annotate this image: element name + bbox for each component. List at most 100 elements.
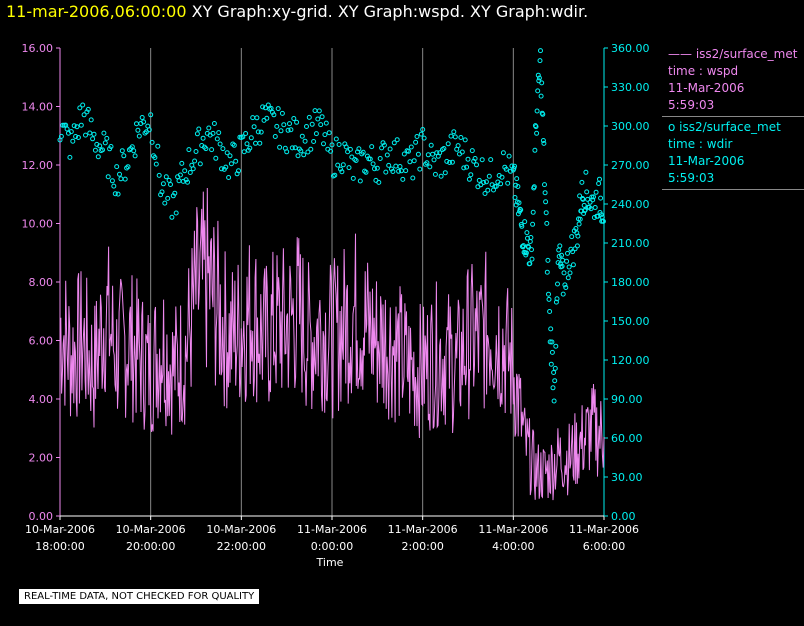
wdir-point: [294, 119, 300, 125]
legend-line: o iss2/surface_met: [668, 120, 781, 134]
x-tick-label-time-1: 20:00:00: [126, 540, 175, 553]
wdir-point: [580, 196, 586, 202]
wdir-point: [421, 135, 427, 141]
wdir-point: [135, 127, 141, 133]
wdir-point: [289, 145, 295, 151]
left-tick-label-4: 8.00: [29, 276, 54, 289]
wdir-point: [187, 170, 193, 175]
wdir-point: [265, 102, 271, 108]
wdir-point: [542, 182, 547, 188]
right-tick-label-1: 30.00: [611, 471, 643, 484]
wdir-point: [444, 158, 450, 164]
wdir-point: [136, 133, 142, 139]
wdir-point: [92, 147, 98, 153]
wdir-point: [102, 140, 108, 146]
wdir-point: [563, 285, 569, 290]
right-tick-label-5: 150.00: [611, 315, 650, 328]
wdir-point: [498, 181, 504, 187]
wdir-point: [83, 132, 88, 138]
wdir-point: [292, 145, 298, 151]
x-tick-label-date-5: 11-Mar-2006: [478, 523, 548, 536]
wdir-point: [400, 176, 406, 182]
wdir-point: [250, 115, 256, 121]
wdir-point: [540, 111, 546, 117]
wdir-point: [485, 187, 491, 193]
right-tick-label-7: 210.00: [611, 237, 650, 250]
wdir-point: [319, 114, 325, 120]
wdir-point: [387, 146, 393, 152]
wdir-point: [288, 127, 294, 133]
wdir-point: [152, 155, 158, 160]
wdir-point: [193, 149, 199, 154]
wdir-point: [217, 141, 223, 147]
wdir-point: [455, 143, 461, 149]
x-tick-label-date-0: 10-Mar-2006: [25, 523, 95, 536]
wdir-point: [499, 174, 505, 180]
wdir-point: [383, 169, 389, 175]
wdir-point: [403, 168, 409, 174]
legend-line: —— iss2/surface_met: [668, 47, 798, 61]
wdir-point: [543, 199, 549, 205]
legend-item-1: o iss2/surface_met time : wdir 11-Mar-2006…: [662, 117, 804, 190]
wdir-point: [541, 140, 547, 146]
wdir-point: [552, 365, 558, 371]
wdir-point: [528, 235, 534, 240]
wdir-point: [524, 230, 530, 236]
wdir-point: [95, 154, 101, 160]
wdir-point: [574, 243, 580, 249]
wdir-point: [427, 164, 433, 170]
wdir-point: [233, 158, 239, 164]
wdir-point: [508, 168, 513, 174]
wdir-point: [570, 249, 576, 255]
wdir-point: [600, 218, 606, 224]
wdir-point: [406, 148, 411, 154]
wdir-point: [418, 131, 424, 137]
wdir-point: [557, 243, 563, 249]
wdir-point: [302, 138, 308, 144]
wdir-point: [179, 160, 185, 166]
wdir-point: [428, 142, 434, 148]
wdir-point: [575, 233, 581, 239]
wdir-point: [564, 258, 570, 264]
wdir-point: [277, 144, 283, 150]
wdir-point: [255, 129, 261, 135]
wdir-point: [228, 161, 234, 167]
x-tick-label-time-6: 6:00:00: [583, 540, 625, 553]
right-tick-label-3: 90.00: [611, 393, 643, 406]
left-tick-label-3: 6.00: [29, 335, 54, 348]
wdir-point: [312, 108, 318, 114]
wdir-point: [583, 169, 589, 175]
wdir-point: [360, 149, 366, 155]
wdir-point: [415, 151, 421, 157]
x-tick-label-date-1: 10-Mar-2006: [116, 523, 186, 536]
wdir-point: [321, 141, 326, 147]
wdir-point: [577, 216, 583, 222]
wdir-point: [474, 162, 479, 168]
wdir-point: [432, 171, 438, 177]
wdir-point: [458, 135, 464, 140]
wdir-point: [414, 134, 420, 139]
wdir-point: [87, 130, 93, 136]
wdir-point: [523, 250, 529, 256]
wdir-point: [461, 165, 467, 171]
wdir-point: [223, 164, 229, 170]
wdir-point: [139, 115, 145, 120]
wdir-point: [565, 250, 570, 256]
wdir-point: [279, 110, 285, 116]
wdir-point: [318, 122, 324, 128]
wdir-point: [146, 127, 152, 133]
wdir-point: [476, 177, 482, 183]
wdir-point: [340, 162, 346, 168]
wdir-point: [546, 291, 551, 297]
wdir-point: [231, 142, 237, 148]
wdir-point: [206, 125, 212, 131]
legend-item-0: —— iss2/surface_met time : wspd 11-Mar-200…: [662, 44, 804, 117]
wdir-point: [551, 370, 557, 375]
x-tick-label-time-3: 0:00:00: [311, 540, 353, 553]
wdir-point: [211, 121, 217, 126]
wdir-point: [177, 172, 183, 178]
wdir-point: [515, 211, 521, 217]
wdir-point: [209, 147, 215, 153]
wdir-point: [452, 134, 458, 140]
